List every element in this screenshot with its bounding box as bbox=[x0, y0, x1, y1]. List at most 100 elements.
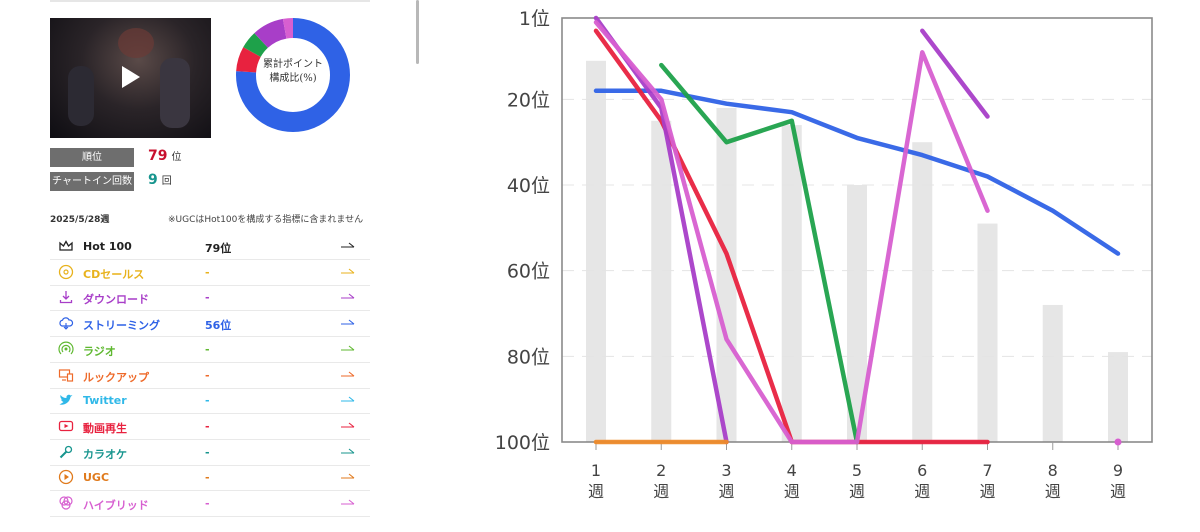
thumbnail-image-detail bbox=[118, 28, 154, 58]
x-tick-label-unit: 週 bbox=[1045, 482, 1061, 501]
ugc-note: ※UGCはHot100を構成する指標に含まれません bbox=[168, 215, 364, 225]
metric-name: ストリーミング bbox=[83, 319, 160, 333]
play-icon[interactable] bbox=[122, 66, 140, 88]
rank-bar bbox=[651, 120, 672, 443]
x-tick-label-number: 1 bbox=[591, 461, 601, 480]
series-line bbox=[920, 28, 990, 119]
video-thumbnail[interactable] bbox=[50, 18, 211, 138]
microphone-icon bbox=[59, 445, 73, 458]
x-tick-label-number: 8 bbox=[1048, 461, 1058, 480]
metric-rank: - bbox=[205, 265, 210, 279]
rank-bar bbox=[1108, 352, 1128, 442]
rank-label: 順位 bbox=[50, 148, 134, 167]
metric-name: ルックアップ bbox=[83, 370, 149, 384]
thumbnail-image-detail bbox=[68, 66, 94, 126]
donut-center-label: 累計ポイント 構成比(%) bbox=[236, 58, 350, 86]
metric-rank: 56位 bbox=[205, 319, 232, 333]
donut-label-line1: 累計ポイント bbox=[263, 59, 323, 70]
rank-bar bbox=[716, 107, 737, 442]
x-tick-label-unit: 週 bbox=[914, 482, 930, 501]
x-tick-label-number: 6 bbox=[917, 461, 927, 480]
metric-row[interactable]: ハイブリッド - bbox=[50, 491, 370, 517]
metric-row[interactable]: UGC - bbox=[50, 465, 370, 492]
rank-unit: 位 bbox=[171, 152, 182, 163]
rank-history-chart: 1位 20位 40位 60位 80位 100位 1 週 2 週 3 週 4 週 5 週 6 週 7 週 8 週 9 週 bbox=[495, 8, 1153, 501]
rank-bar bbox=[912, 142, 933, 442]
metric-name: Twitter bbox=[83, 394, 127, 408]
series-line bbox=[593, 88, 1121, 256]
metric-name: UGC bbox=[83, 471, 110, 485]
trend-arrow-icon bbox=[341, 396, 355, 402]
metric-rank: - bbox=[205, 368, 210, 382]
top-divider bbox=[50, 0, 370, 2]
trend-arrow-icon bbox=[341, 448, 355, 454]
metric-row[interactable]: Hot 100 79位 bbox=[50, 234, 370, 260]
x-tick-label-number: 3 bbox=[721, 461, 731, 480]
x-tick-label-unit: 週 bbox=[588, 482, 604, 501]
trend-arrow-icon bbox=[341, 473, 355, 479]
ugc-icon bbox=[58, 470, 74, 485]
y-tick-label: 60位 bbox=[507, 261, 550, 283]
video-play-icon bbox=[58, 420, 74, 432]
x-tick-label-number: 5 bbox=[852, 461, 862, 480]
metric-row[interactable]: ダウンロード - bbox=[50, 285, 370, 312]
metric-rank: - bbox=[205, 342, 210, 356]
metric-row[interactable]: CDセールス - bbox=[50, 260, 370, 286]
scrollbar[interactable] bbox=[416, 0, 419, 64]
trend-arrow-icon bbox=[341, 345, 355, 351]
lookup-icon bbox=[58, 368, 74, 382]
metric-name: Hot 100 bbox=[83, 240, 132, 253]
thumbnail-image-detail bbox=[160, 58, 190, 128]
download-icon bbox=[59, 291, 73, 304]
metric-name: ハイブリッド bbox=[83, 499, 149, 512]
x-tick-label-number: 2 bbox=[656, 461, 666, 480]
rank-bar bbox=[847, 185, 867, 442]
x-tick-label-number: 7 bbox=[982, 461, 992, 480]
trend-arrow-icon bbox=[341, 422, 355, 428]
y-tick-label: 40位 bbox=[507, 175, 550, 197]
metric-rank: - bbox=[205, 445, 210, 459]
series-line bbox=[593, 20, 990, 445]
radio-icon bbox=[58, 341, 74, 355]
point-share-donut-chart bbox=[236, 18, 350, 132]
chartin-number: 9 bbox=[148, 172, 158, 188]
trend-arrow-icon bbox=[341, 268, 355, 274]
metric-row[interactable]: Twitter - bbox=[50, 388, 370, 415]
y-tick-label: 1位 bbox=[519, 8, 550, 30]
x-tick-label-number: 4 bbox=[787, 461, 797, 480]
metric-row[interactable]: カラオケ - bbox=[50, 440, 370, 466]
metric-rank: - bbox=[205, 471, 210, 485]
metric-rank: 79位 bbox=[205, 242, 232, 255]
metric-row[interactable]: 動画再生 - bbox=[50, 414, 370, 440]
trend-arrow-icon bbox=[341, 371, 355, 377]
crown-icon bbox=[59, 240, 73, 251]
x-tick-label-unit: 週 bbox=[784, 482, 800, 501]
metric-row[interactable]: ストリーミング 56位 bbox=[50, 311, 370, 338]
metric-name: ラジオ bbox=[83, 344, 116, 358]
cd-icon bbox=[58, 264, 74, 279]
rank-bar bbox=[1042, 304, 1063, 442]
metric-row[interactable]: ラジオ - bbox=[50, 337, 370, 363]
series-point bbox=[1114, 438, 1122, 446]
metric-name: ダウンロード bbox=[83, 293, 149, 307]
rank-bar bbox=[781, 125, 802, 442]
x-tick-label-unit: 週 bbox=[653, 482, 669, 501]
metric-row[interactable]: ルックアップ - bbox=[50, 363, 370, 389]
metric-name: CDセールス bbox=[83, 267, 145, 281]
rank-number: 79 bbox=[148, 148, 168, 164]
donut-segment bbox=[236, 18, 350, 132]
hybrid-icon bbox=[59, 496, 73, 510]
twitter-icon bbox=[59, 394, 73, 405]
rank-bar bbox=[977, 223, 998, 442]
y-tick-label: 100位 bbox=[495, 432, 550, 454]
rank-value: 79 位 bbox=[148, 148, 181, 164]
metric-name: 動画再生 bbox=[83, 421, 127, 435]
x-tick-label-unit: 週 bbox=[849, 482, 865, 501]
metric-rank: - bbox=[205, 394, 210, 408]
y-tick-label: 80位 bbox=[507, 346, 550, 368]
trend-arrow-icon bbox=[341, 293, 355, 299]
y-tick-label: 20位 bbox=[507, 89, 550, 111]
cloud-icon bbox=[59, 317, 74, 330]
